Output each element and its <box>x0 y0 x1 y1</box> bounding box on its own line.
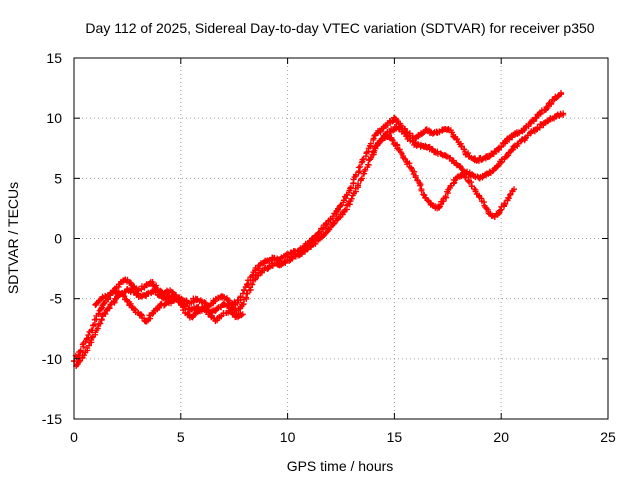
y-tick-label: 5 <box>54 170 62 186</box>
data-point-trace-2 <box>453 160 460 167</box>
data-point-trace-2 <box>220 300 227 307</box>
data-point-trace-2 <box>498 156 505 163</box>
data-point-trace-1 <box>367 140 374 147</box>
x-tick-label: 0 <box>70 429 78 445</box>
data-point-trace-3 <box>414 177 421 184</box>
x-tick-label: 5 <box>177 429 185 445</box>
data-point-trace-2 <box>330 220 337 227</box>
data-point-trace-1 <box>355 164 362 171</box>
data-point-trace-3 <box>389 137 396 144</box>
data-point-trace-1 <box>337 202 344 209</box>
data-point-trace-3 <box>121 293 128 300</box>
data-point-trace-3 <box>420 191 427 198</box>
data-point-trace-3 <box>418 187 425 194</box>
y-tick-label: 10 <box>46 110 62 126</box>
data-point-trace-1 <box>548 100 555 107</box>
data-point-trace-3 <box>238 312 245 319</box>
data-point-trace-3 <box>416 180 423 187</box>
data-point-trace-1 <box>495 145 502 152</box>
x-tick-label: 20 <box>493 429 509 445</box>
data-point-trace-3 <box>417 182 424 189</box>
y-axis-label: SDTVAR / TECUs <box>5 182 21 294</box>
data-point-trace-2 <box>97 320 104 327</box>
y-tick-label: -15 <box>42 411 62 427</box>
data-point-trace-2 <box>98 316 105 323</box>
x-tick-label: 15 <box>387 429 403 445</box>
data-point-trace-2 <box>325 225 332 232</box>
data-point-trace-3 <box>462 174 469 181</box>
data-point-trace-1 <box>420 130 427 137</box>
data-point-trace-3 <box>478 195 485 202</box>
data-point-trace-2 <box>255 272 262 279</box>
y-tick-label: 0 <box>54 231 62 247</box>
tick-labels: 0 5 10 15 20 25 -15 -10 -5 0 5 10 15 <box>42 50 616 445</box>
data-point-trace-2 <box>401 129 408 136</box>
x-tick-label: 25 <box>600 429 616 445</box>
data-point-trace-2 <box>560 110 567 117</box>
data-point-trace-2 <box>343 202 350 209</box>
data-point-trace-1 <box>389 118 396 125</box>
y-tick-label: 15 <box>46 50 62 66</box>
data-point-trace-1 <box>359 156 366 163</box>
data-point-trace-1 <box>347 184 354 191</box>
data-point-trace-3 <box>127 300 134 307</box>
data-point-trace-3 <box>505 195 512 202</box>
data-point-trace-3 <box>370 148 377 155</box>
data-point-trace-2 <box>249 281 256 288</box>
data-point-trace-1 <box>558 89 565 96</box>
data-point-trace-1 <box>85 331 92 338</box>
data-point-trace-2 <box>414 141 421 148</box>
data-point-trace-1 <box>231 299 238 306</box>
y-tick-label: -5 <box>50 291 63 307</box>
data-point-trace-3 <box>177 298 184 305</box>
data-point-trace-1 <box>98 305 105 312</box>
data-point-trace-3 <box>402 156 409 163</box>
data-point-trace-2 <box>88 334 95 341</box>
data-point-trace-2 <box>85 342 92 349</box>
data-point-trace-1 <box>77 347 84 354</box>
data-point-trace-3 <box>511 186 518 193</box>
tick-marks <box>73 57 609 420</box>
data-point-trace-2 <box>358 175 365 182</box>
data-point-trace-1 <box>533 114 540 121</box>
x-tick-label: 10 <box>280 429 296 445</box>
x-axis-label: GPS time / hours <box>287 458 394 474</box>
data-point-trace-3 <box>396 146 403 153</box>
data-point-trace-3 <box>424 197 431 204</box>
data-points <box>71 89 567 370</box>
data-point-trace-2 <box>497 159 504 166</box>
data-point-trace-2 <box>522 135 529 142</box>
data-point-trace-2 <box>348 195 355 202</box>
data-point-trace-3 <box>239 311 246 318</box>
data-point-trace-1 <box>501 139 508 146</box>
data-point-trace-1 <box>357 163 364 170</box>
data-point-trace-1 <box>509 134 516 141</box>
data-point-trace-2 <box>239 301 246 308</box>
data-point-trace-2 <box>81 352 88 359</box>
data-point-trace-2 <box>346 201 353 208</box>
data-point-trace-3 <box>497 207 503 214</box>
data-point-trace-3 <box>442 193 449 200</box>
y-tick-label: -10 <box>42 351 62 367</box>
data-point-trace-2 <box>447 154 454 161</box>
data-point-trace-2 <box>367 154 374 161</box>
chart-title: Day 112 of 2025, Sidereal Day-to-day VTE… <box>85 20 594 36</box>
data-point-trace-2 <box>244 290 251 297</box>
data-point-trace-1 <box>347 185 354 192</box>
data-point-trace-1 <box>100 301 107 308</box>
data-point-trace-1 <box>95 310 102 317</box>
data-point-trace-1 <box>377 129 384 136</box>
data-point-trace-3 <box>443 194 450 201</box>
data-point-trace-2 <box>355 180 362 187</box>
data-point-trace-3 <box>502 200 509 207</box>
